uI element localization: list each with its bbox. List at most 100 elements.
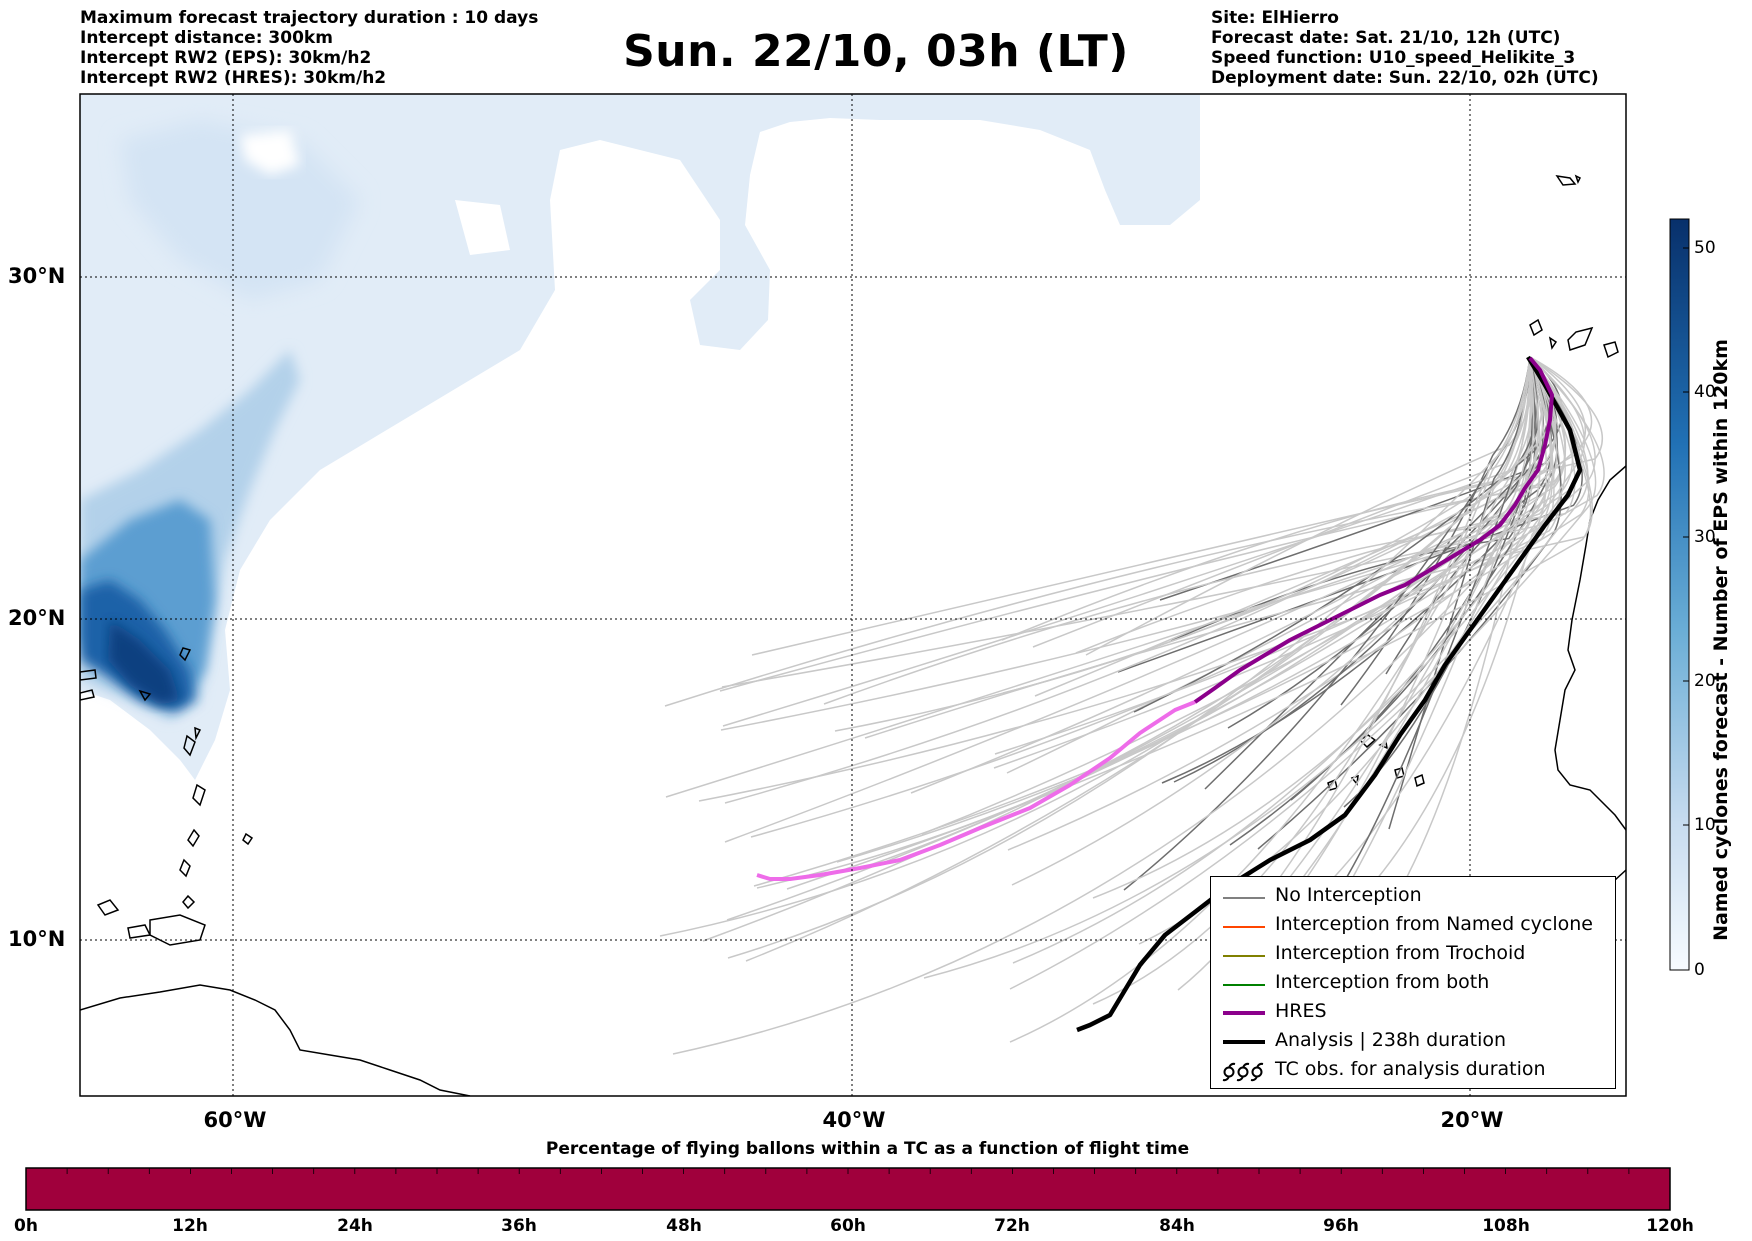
- tc-percentage-bar-ticks: [25, 1168, 1671, 1174]
- bar-tick-label: 24h: [337, 1216, 373, 1236]
- bar-tick-label: 72h: [994, 1216, 1030, 1236]
- ensemble-trajectory: [1012, 356, 1586, 964]
- bar-tick-label: 96h: [1323, 1216, 1359, 1236]
- header-right-line: Speed function: U10_speed_Helikite_3: [1211, 48, 1576, 68]
- density-white-hole: [240, 130, 300, 175]
- colorbar-label: Named cyclones forecast - Number of EPS …: [1710, 339, 1732, 941]
- density-light-region: [80, 94, 1200, 780]
- tc-percentage-bar-title: Percentage of flying ballons within a TC…: [545, 1139, 1190, 1159]
- ensemble-trajectory: [1011, 356, 1557, 886]
- ensemble-trajectory: [1009, 356, 1597, 990]
- cyclone-density-field: [80, 94, 1200, 780]
- legend-label: Interception from Named cyclone: [1275, 913, 1593, 935]
- lat-label-10n: 10°N: [8, 927, 66, 951]
- analysis-track: [1076, 355, 1583, 1033]
- colorbar: [1669, 218, 1690, 971]
- ensemble-trajectory: [1009, 356, 1531, 1043]
- bar-tick-label: 0h: [14, 1216, 38, 1236]
- legend-label: Interception from Trochoid: [1275, 942, 1526, 964]
- map-content: [80, 94, 1626, 1096]
- header-left-line: Intercept RW2 (EPS): 30km/h2: [80, 48, 372, 68]
- ensemble-trajectory: [786, 356, 1592, 890]
- legend: No Interception Interception from Named …: [1210, 876, 1616, 1089]
- map-frame: [79, 93, 1627, 1097]
- coastline-caribbean-island: [127, 924, 152, 939]
- hres-track-pink: [756, 700, 1196, 881]
- colorbar-tick-label: 0: [1694, 960, 1705, 980]
- ensemble-trajectory: [994, 356, 1605, 755]
- tc-percentage-bar: [25, 1167, 1671, 1211]
- legend-item-trochoid: Interception from Trochoid: [1211, 942, 1615, 970]
- header-right-line: Forecast date: Sat. 21/10, 12h (UTC): [1211, 28, 1561, 48]
- legend-item-hres: HRES: [1211, 1000, 1615, 1028]
- lat-label-30n: 30°N: [8, 264, 66, 288]
- ensemble-trajectories: [659, 356, 1605, 1055]
- legend-label: Analysis | 238h duration: [1275, 1029, 1507, 1051]
- bar-tick-label: 60h: [830, 1216, 866, 1236]
- legend-label: TC obs. for analysis duration: [1275, 1058, 1546, 1080]
- colorbar-ticks: [1683, 247, 1689, 971]
- ensemble-trajectory: [923, 356, 1589, 979]
- ensemble-trajectory: [672, 356, 1552, 1055]
- hres-track-purple: [1193, 356, 1554, 704]
- coastline-caribbean-island: [96, 899, 120, 916]
- header-right: Site: ElHierro Forecast date: Sat. 21/10…: [1211, 8, 1599, 88]
- ensemble-trajectory: [751, 356, 1604, 656]
- lon-label-60w: 60°W: [203, 1108, 267, 1132]
- density-white-hole: [455, 200, 510, 255]
- bar-tick-label: 36h: [501, 1216, 537, 1236]
- lat-label-20n: 20°N: [8, 606, 66, 630]
- coastline-south-america: [80, 984, 471, 1096]
- legend-item-analysis: Analysis | 238h duration: [1211, 1029, 1615, 1057]
- coastline-antilles-arc: [138, 647, 202, 741]
- lon-label-40w: 40°W: [822, 1108, 886, 1132]
- coastline-lesser-antilles: [179, 734, 254, 910]
- legend-item-named-cyclone: Interception from Named cyclone: [1211, 913, 1615, 941]
- coastline-madeira: [1555, 174, 1582, 186]
- ensemble-trajectory: [1343, 356, 1550, 808]
- header-right-line: Deployment date: Sun. 22/10, 02h (UTC): [1211, 68, 1599, 88]
- bar-tick-label: 48h: [666, 1216, 702, 1236]
- ensemble-trajectory: [756, 356, 1593, 889]
- bar-tick-label: 84h: [1159, 1216, 1195, 1236]
- header-right-line: Site: ElHierro: [1211, 8, 1339, 28]
- legend-swatch: [1223, 1040, 1265, 1044]
- legend-item-tc-obs: TC obs. for analysis duration: [1211, 1058, 1615, 1086]
- colorbar-tick-label: 30: [1694, 527, 1716, 547]
- bar-tick-label: 12h: [172, 1216, 208, 1236]
- ensemble-trajectory: [753, 356, 1590, 887]
- header-left-line: Maximum forecast trajectory duration : 1…: [80, 8, 539, 28]
- density-core-region: [108, 620, 180, 705]
- ensemble-trajectory: [1333, 356, 1548, 926]
- colorbar-tick-label: 20: [1694, 671, 1716, 691]
- tc-symbol-icon: [1222, 1062, 1264, 1082]
- ensemble-trajectory: [745, 356, 1531, 962]
- map-title: Sun. 22/10, 03h (LT): [623, 26, 1129, 77]
- header-left-line: Intercept RW2 (HRES): 30km/h2: [80, 68, 387, 88]
- legend-label: HRES: [1275, 1000, 1327, 1022]
- coastline-puerto-rico: [80, 669, 97, 701]
- colorbar-tick-label: 40: [1694, 382, 1716, 402]
- ensemble-trajectory: [834, 356, 1587, 732]
- header-left: Maximum forecast trajectory duration : 1…: [80, 8, 538, 88]
- ensemble-trajectory: [1334, 356, 1538, 898]
- coastline-canary-islands: [1529, 318, 1619, 359]
- legend-swatch: [1223, 955, 1265, 957]
- legend-label: Interception from both: [1275, 971, 1490, 993]
- header-left-line: Intercept distance: 300km: [80, 28, 333, 48]
- legend-swatch: [1223, 984, 1265, 986]
- coastlines: [80, 174, 1626, 1096]
- ensemble-trajectory: [724, 356, 1532, 843]
- legend-label: No Interception: [1275, 884, 1422, 906]
- legend-item-both: Interception from both: [1211, 971, 1615, 999]
- ensemble-trajectory: [659, 356, 1554, 937]
- colorbar-tick-label: 10: [1694, 815, 1716, 835]
- lon-label-20w: 20°W: [1440, 1108, 1504, 1132]
- legend-swatch: [1223, 1011, 1265, 1015]
- bar-tick-label: 120h: [1646, 1216, 1694, 1236]
- legend-swatch: [1223, 926, 1265, 928]
- ensemble-trajectory: [1085, 356, 1533, 656]
- bar-tick-label: 108h: [1482, 1216, 1530, 1236]
- legend-swatch: [1223, 897, 1265, 899]
